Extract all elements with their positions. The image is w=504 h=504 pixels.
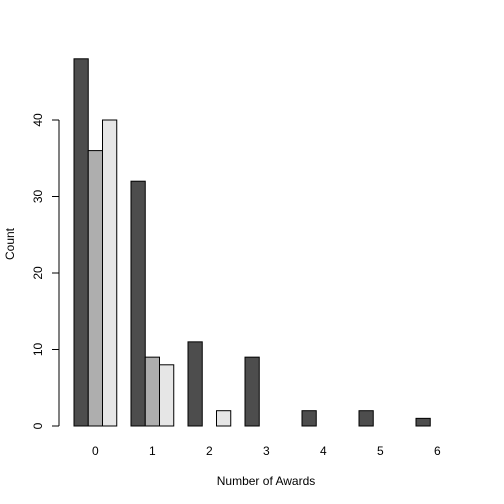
x-axis-label: Number of Awards	[217, 474, 316, 488]
bar	[301, 410, 317, 427]
x-tick-label: 6	[434, 444, 441, 458]
bar	[187, 341, 203, 427]
x-tick-label: 1	[149, 444, 156, 458]
x-tick-label: 3	[263, 444, 270, 458]
y-tick-label: 10	[31, 343, 45, 357]
bar	[87, 150, 103, 427]
y-axis-label: Count	[3, 227, 17, 260]
y-tick-label: 30	[31, 190, 45, 204]
y-tick-label: 20	[31, 266, 45, 280]
x-tick-label: 0	[92, 444, 99, 458]
bar	[216, 410, 232, 427]
bar	[73, 58, 89, 427]
bar	[130, 180, 146, 427]
bar	[358, 410, 374, 427]
y-tick-label: 40	[31, 113, 45, 127]
x-tick-label: 4	[320, 444, 327, 458]
x-tick-label: 5	[377, 444, 384, 458]
bar	[102, 119, 118, 427]
bar	[244, 356, 260, 427]
bar	[144, 356, 160, 427]
x-tick-label: 2	[206, 444, 213, 458]
bar	[159, 364, 175, 427]
bar	[415, 417, 431, 427]
y-tick-label: 0	[31, 422, 45, 429]
